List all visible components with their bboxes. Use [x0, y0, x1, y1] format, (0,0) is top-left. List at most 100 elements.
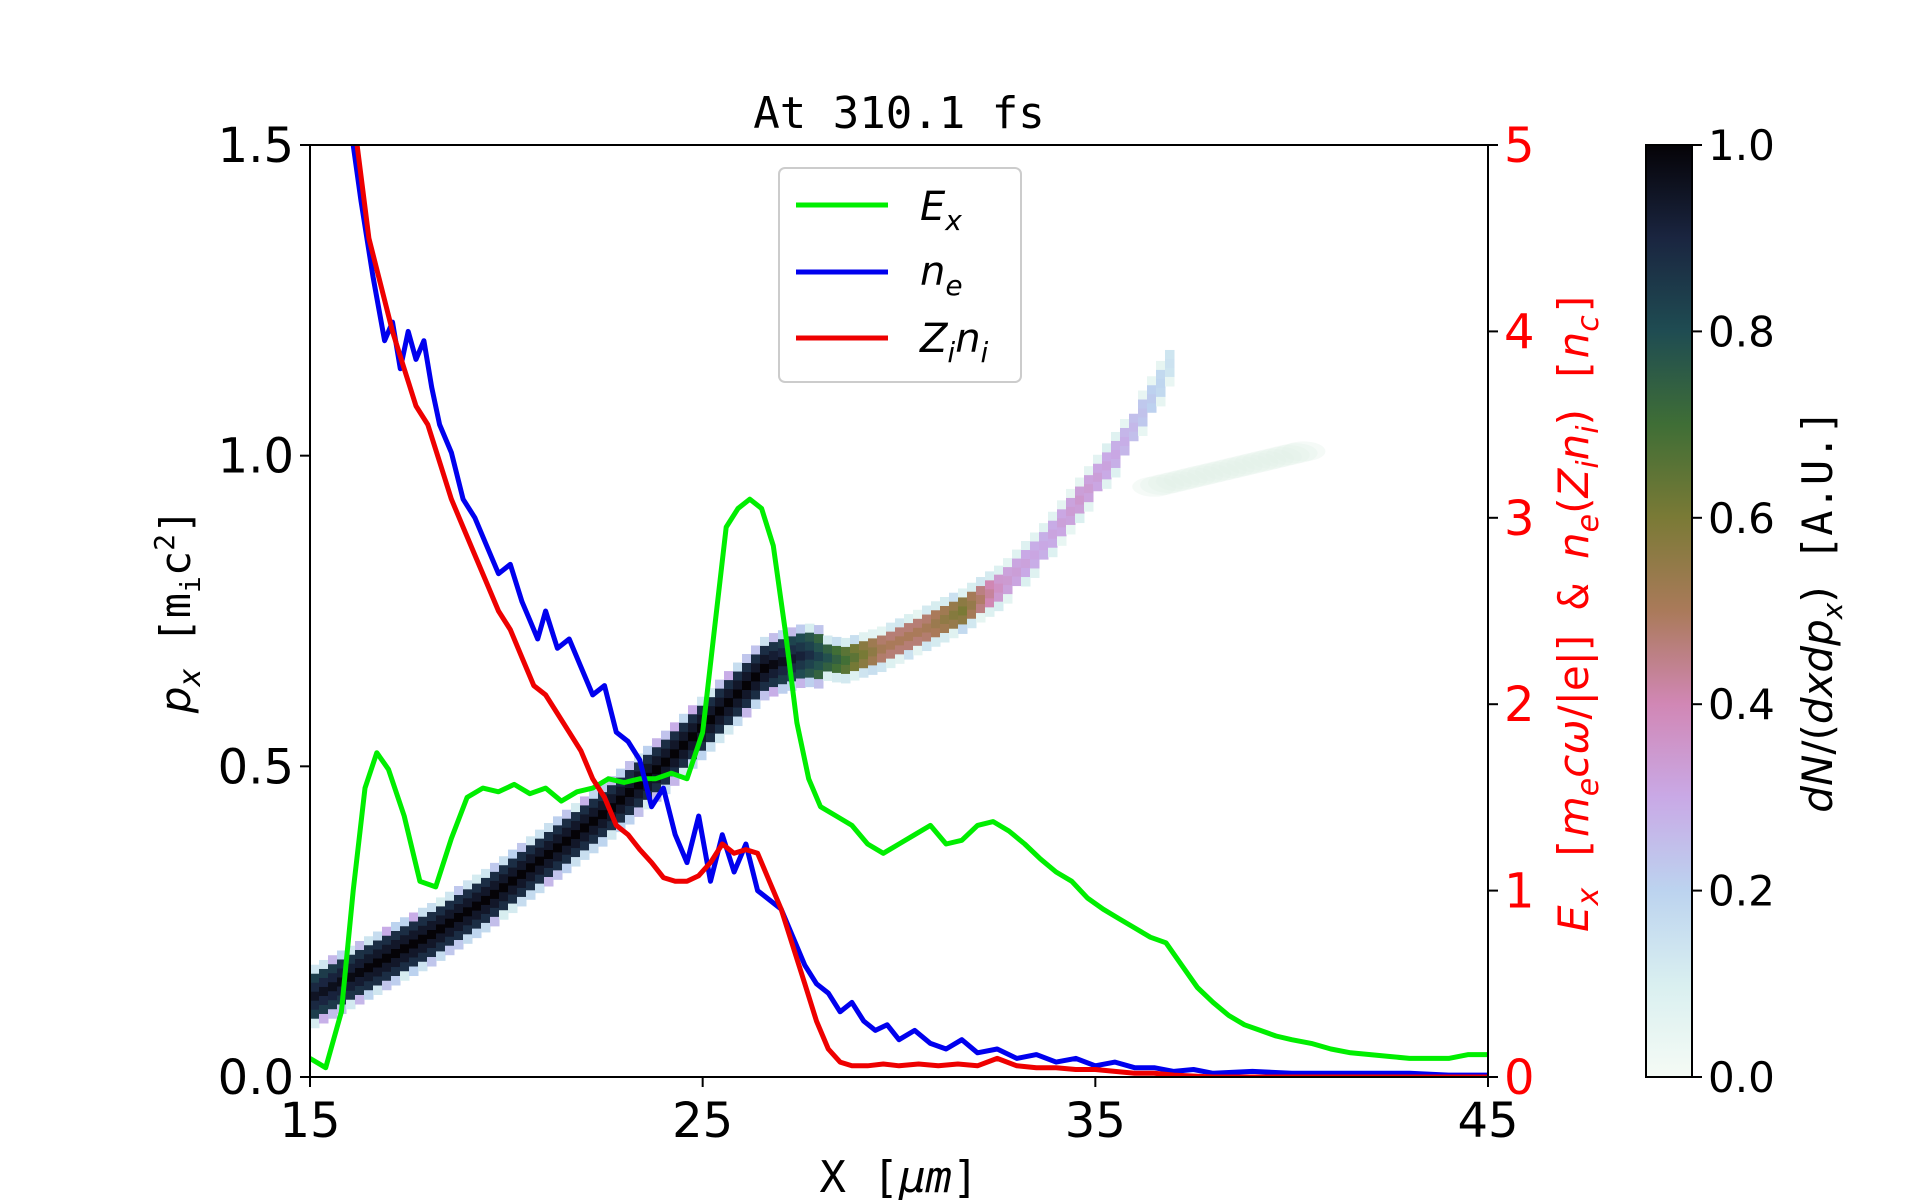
- heatmap-cell: [1048, 520, 1058, 531]
- heatmap-cell: [1084, 466, 1094, 476]
- heatmap-cell: [598, 801, 608, 811]
- heatmap-cell: [445, 945, 455, 956]
- heatmap-cell: [571, 821, 581, 831]
- heatmap-cell: [706, 697, 716, 707]
- heatmap-cell: [985, 598, 995, 608]
- heatmap-cell: [373, 967, 383, 977]
- heatmap-cell: [1075, 504, 1085, 515]
- heatmap-cell: [382, 953, 392, 964]
- colorbar: 0.0 0.2 0.4 0.6 0.8 1.0 dN/(dxdpx) [A.U.]: [1645, 121, 1849, 1102]
- heatmap-halo-cell: [1171, 467, 1216, 488]
- heatmap-cell: [1120, 445, 1130, 456]
- heatmap-cell: [1165, 349, 1175, 360]
- heatmap-cell: [823, 644, 833, 655]
- heatmap-cell: [724, 716, 734, 726]
- heatmap-cell: [1057, 536, 1067, 546]
- heatmap-cell: [409, 921, 419, 932]
- colorbar-tick-label: 0.4: [1708, 680, 1775, 729]
- heatmap-cell: [382, 935, 392, 946]
- heatmap-cell: [634, 762, 644, 772]
- heatmap-cell: [679, 758, 689, 769]
- heatmap-cell: [544, 832, 554, 842]
- heatmap-cell: [1093, 481, 1103, 492]
- chart-title: At 310.1 fs: [753, 88, 1044, 139]
- heatmap-cell: [409, 930, 419, 941]
- heatmap-cell: [535, 856, 545, 867]
- heatmap-cell: [490, 862, 500, 873]
- heatmap-cell: [688, 723, 698, 733]
- heatmap-cell: [508, 876, 518, 887]
- heatmap-cell: [373, 931, 383, 941]
- heatmap-cell: [598, 828, 608, 838]
- lines-layer: [310, 145, 1488, 1077]
- heatmap-cell: [634, 798, 644, 808]
- heatmap-cell: [1138, 399, 1148, 410]
- heatmap-cell: [841, 655, 851, 666]
- heatmap-halo-cell: [1265, 445, 1310, 466]
- colorbar-tick-label: 0.2: [1708, 867, 1775, 916]
- colorbar-ticks: 0.0 0.2 0.4 0.6 0.8 1.0: [1692, 121, 1775, 1102]
- heatmap-cell: [427, 912, 437, 922]
- heatmap-cell: [364, 990, 374, 1000]
- heatmap-cell: [895, 654, 905, 664]
- heatmap-cell: [1075, 513, 1085, 524]
- heatmap-halo-cell: [1242, 450, 1287, 471]
- heatmap-cell: [1147, 394, 1157, 404]
- heatmap-cell: [382, 926, 392, 937]
- heatmap-cell: [319, 1013, 329, 1024]
- heatmap-cell: [1165, 376, 1175, 387]
- heatmap-cell: [1138, 417, 1148, 428]
- heatmap-cell: [1030, 559, 1040, 569]
- heatmap-cell: [553, 825, 563, 835]
- heatmap-cell: [823, 671, 833, 682]
- heatmap-cell: [985, 607, 995, 617]
- heatmap-cell: [346, 954, 356, 965]
- heatmap-halo-cell: [1250, 448, 1295, 469]
- heatmap-cell: [328, 1009, 338, 1019]
- heatmap-cell: [1165, 358, 1175, 369]
- heatmap-cell: [625, 797, 635, 807]
- heatmap-cell: [868, 629, 878, 639]
- heatmap-cell: [571, 803, 581, 813]
- heatmap-cell: [760, 681, 770, 692]
- heatmap-cell: [751, 663, 761, 673]
- heatmap-cell: [814, 661, 824, 671]
- heatmap-cell: [958, 597, 968, 607]
- heatmap-cell: [355, 976, 365, 987]
- heatmap-cell: [400, 944, 410, 954]
- heatmap-halo-cell: [1195, 461, 1240, 482]
- heatmap-cell: [553, 816, 563, 826]
- heatmap-cell: [796, 633, 806, 644]
- heatmap-cell: [454, 940, 464, 950]
- heatmap-cell: [1093, 463, 1103, 474]
- heatmap-cell: [895, 645, 905, 655]
- heatmap-cell: [400, 917, 410, 927]
- heatmap-cell: [436, 942, 446, 952]
- heatmap-cell: [445, 936, 455, 947]
- heatmap-cell: [1039, 523, 1049, 533]
- heatmap-cell: [760, 636, 770, 647]
- heatmap-cell: [850, 653, 860, 663]
- x-tick-label: 45: [1457, 1093, 1518, 1149]
- heatmap-cell: [319, 968, 329, 979]
- heatmap-cell: [1111, 431, 1121, 442]
- heatmap-cell: [355, 985, 365, 996]
- heatmap-cell: [985, 571, 995, 581]
- heatmap-cell: [571, 848, 581, 858]
- heatmap-cell: [463, 907, 473, 917]
- heatmap-cell: [733, 662, 743, 673]
- colorbar-gradient: [1645, 144, 1693, 1078]
- heatmap-cell: [877, 662, 887, 673]
- heatmap-cell: [454, 922, 464, 932]
- heatmap-cell: [625, 806, 635, 816]
- heatmap-cell: [796, 669, 806, 680]
- heatmap-halo-cell: [1273, 443, 1318, 464]
- heatmap-cell: [319, 959, 329, 970]
- heatmap-cell: [481, 877, 491, 888]
- heatmap-cell: [391, 949, 401, 959]
- heatmap-cell: [508, 885, 518, 896]
- heatmap-cell: [427, 930, 437, 940]
- heatmap-cell: [1057, 509, 1067, 519]
- heatmap-cell: [382, 980, 392, 991]
- heatmap-cell: [742, 671, 752, 682]
